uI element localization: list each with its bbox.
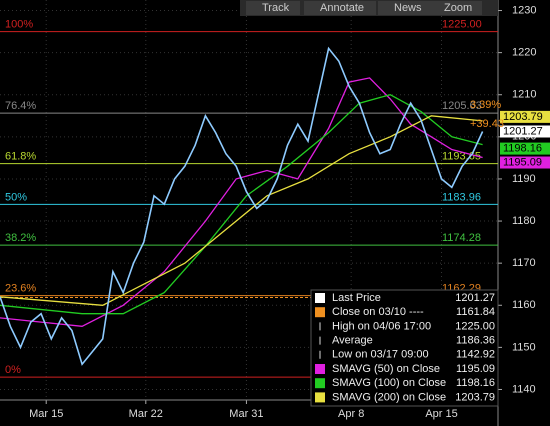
legend-label: Average <box>332 335 373 347</box>
x-tick-label: Mar 22 <box>129 408 163 420</box>
toolbar-button[interactable] <box>246 1 300 15</box>
fib-value-label: 1205.63 <box>442 100 482 112</box>
axis-tag <box>500 156 550 169</box>
axis-tag <box>500 110 550 123</box>
legend-swatch <box>315 307 325 318</box>
legend: Last Price 1201.27 Close on 03/10 ---- 1161… <box>310 289 499 407</box>
legend-value: 1142.92 <box>456 349 495 361</box>
y-tick-label: 1140 <box>512 383 536 395</box>
toolbar-label[interactable]: Track <box>262 2 290 14</box>
legend-label: SMAVG (200) on Close <box>332 391 446 403</box>
y-tick-label: 1230 <box>512 4 536 16</box>
legend-value: 1186.36 <box>456 335 495 347</box>
legend-swatch <box>315 378 325 389</box>
toolbar-label[interactable]: News <box>394 2 422 14</box>
y-tick-label: 1190 <box>512 173 536 185</box>
toolbar-button[interactable] <box>428 1 482 15</box>
x-tick-label: Apr 15 <box>425 408 457 420</box>
axis-tag-label: 1195.09 <box>503 156 542 168</box>
axis-tag <box>500 142 550 155</box>
fib-label: 0% <box>5 364 21 376</box>
y-tick-label: 1160 <box>512 299 536 311</box>
legend-label: Close on 03/10 ---- <box>332 306 424 318</box>
legend-label: Last Price <box>332 292 381 304</box>
legend-swatch <box>315 392 325 403</box>
toolbar-button[interactable] <box>304 1 376 15</box>
fib-label: 61.8% <box>5 150 36 162</box>
x-tick-label: Mar 15 <box>29 408 63 420</box>
price-line <box>0 46 484 366</box>
legend-swatch <box>315 364 325 374</box>
toolbar: Track Annotate News Zoom <box>240 0 498 16</box>
fib-label: 76.4% <box>5 100 36 112</box>
legend-value: 1225.00 <box>455 320 495 332</box>
fib-label: 38.2% <box>5 232 36 244</box>
axis-tag-label: 1203.79 <box>503 111 543 123</box>
fib-value-label: 1174.28 <box>442 232 481 244</box>
legend-label: SMAVG (100) on Close <box>332 377 446 389</box>
ma-line <box>0 94 483 315</box>
legend-label: SMAVG (50) on Close <box>332 363 440 375</box>
ma-line <box>0 77 483 327</box>
legend-label: Low on 03/17 09:00 <box>332 349 429 361</box>
fib-label: 100% <box>5 18 33 30</box>
axis-tag <box>500 125 550 138</box>
fib-label: 50% <box>5 191 27 203</box>
fib-value-label: 1225.00 <box>442 18 482 30</box>
toolbar-button[interactable] <box>378 1 432 15</box>
y-tick-label: 1220 <box>512 47 536 59</box>
fib-label: 23.6% <box>5 283 36 295</box>
legend-swatch <box>315 293 325 303</box>
ma-line <box>0 115 483 306</box>
axis-tag-label: 1198.16 <box>503 142 542 154</box>
y-tick-label: 1180 <box>512 215 536 227</box>
toolbar-label[interactable]: Annotate <box>320 2 364 14</box>
legend-value: 1161.84 <box>456 306 495 318</box>
annotation: +39.43 <box>470 118 504 130</box>
legend-value: 1195.09 <box>456 363 495 375</box>
legend-box <box>310 289 499 407</box>
legend-value: 1198.16 <box>456 377 495 389</box>
y-tick-label: 1150 <box>512 341 536 353</box>
legend-label: High on 04/06 17:00 <box>332 320 431 332</box>
annotation: 3.39% <box>470 99 501 111</box>
legend-value: 1201.27 <box>455 292 495 304</box>
toolbar-label[interactable]: Zoom <box>444 2 472 14</box>
x-tick-label: Apr 8 <box>338 408 364 420</box>
y-tick-label: 1210 <box>512 89 536 101</box>
fib-value-label: 1183.96 <box>442 191 481 203</box>
fib-value-label: 1193.65 <box>442 150 481 162</box>
x-tick-label: Mar 31 <box>229 408 263 420</box>
legend-value: 1203.79 <box>455 391 495 403</box>
y-tick-label: 1170 <box>512 257 536 269</box>
axis-tag-label: 1201.27 <box>503 125 543 137</box>
